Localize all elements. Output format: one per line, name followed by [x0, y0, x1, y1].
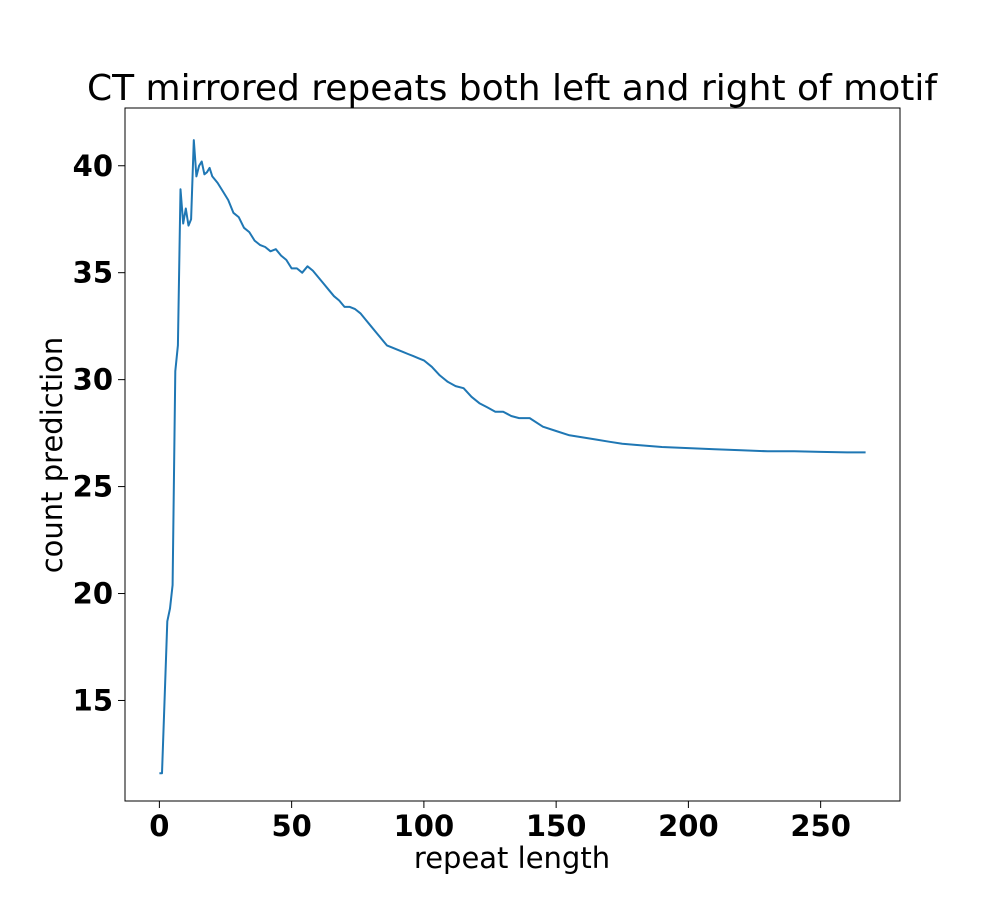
x-tick-label: 200 — [658, 809, 719, 843]
y-tick-label: 40 — [73, 149, 113, 183]
series-line — [159, 139, 866, 775]
x-tick-label: 250 — [790, 809, 851, 843]
x-tick-label: 0 — [149, 809, 169, 843]
y-tick-label: 30 — [73, 363, 113, 397]
chart-title: CT mirrored repeats both left and right … — [87, 68, 938, 109]
y-tick-label: 15 — [73, 683, 113, 717]
y-axis: 15 20 25 30 35 40 — [73, 149, 125, 717]
x-tick-label: 50 — [271, 809, 311, 843]
x-tick-label: 150 — [526, 809, 587, 843]
plot-frame — [124, 107, 901, 802]
y-tick-label: 20 — [73, 577, 113, 611]
x-tick-label: 100 — [394, 809, 455, 843]
x-axis: 0 50 100 150 200 250 — [149, 801, 851, 843]
y-axis-label: count prediction — [35, 337, 69, 574]
y-tick-label: 25 — [73, 470, 113, 504]
x-axis-label: repeat length — [414, 841, 610, 875]
y-tick-label: 35 — [73, 256, 113, 290]
